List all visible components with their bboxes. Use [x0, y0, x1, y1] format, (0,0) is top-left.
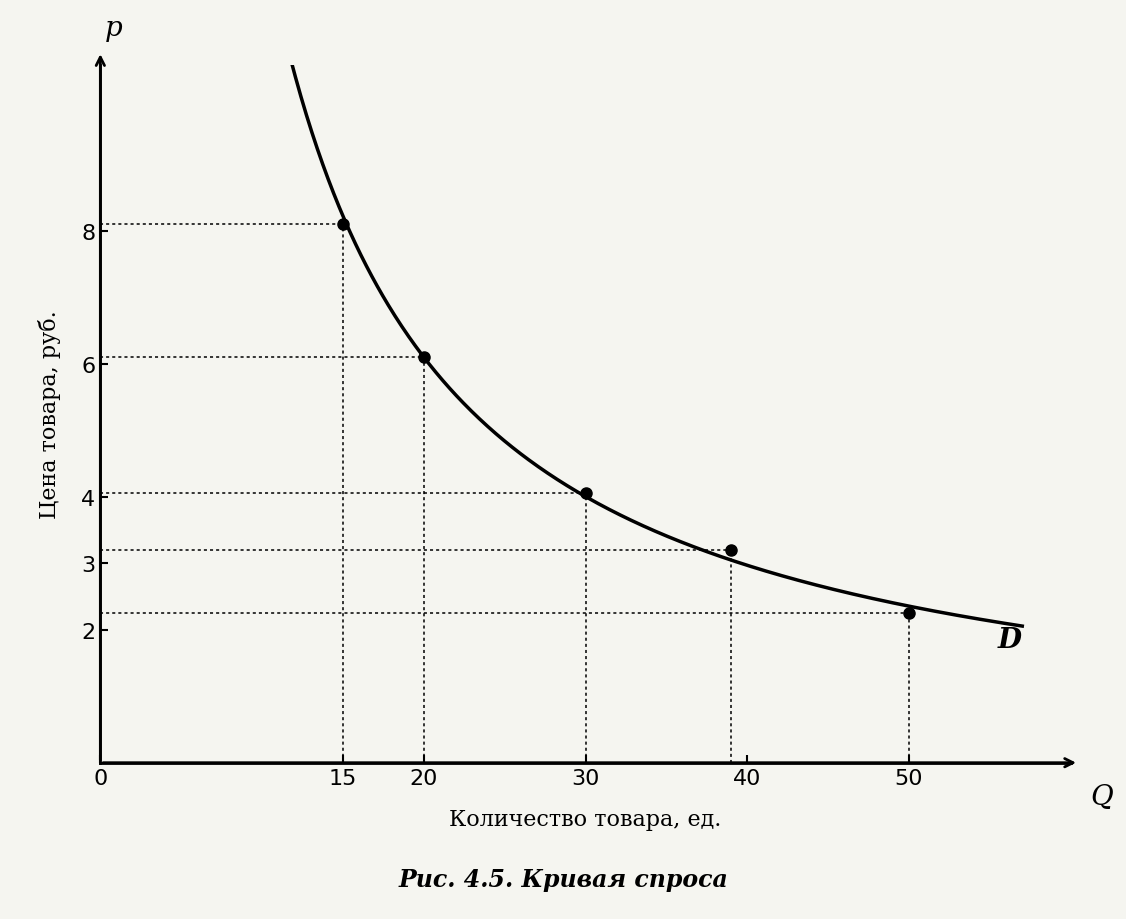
Text: p: p: [105, 16, 122, 42]
Text: D: D: [998, 627, 1022, 653]
Text: Рис. 4.5. Кривая спроса: Рис. 4.5. Кривая спроса: [399, 868, 727, 891]
X-axis label: Количество товара, ед.: Количество товара, ед.: [449, 809, 722, 831]
Text: Q: Q: [1090, 783, 1112, 810]
Y-axis label: Цена товара, руб.: Цена товара, руб.: [37, 310, 61, 518]
